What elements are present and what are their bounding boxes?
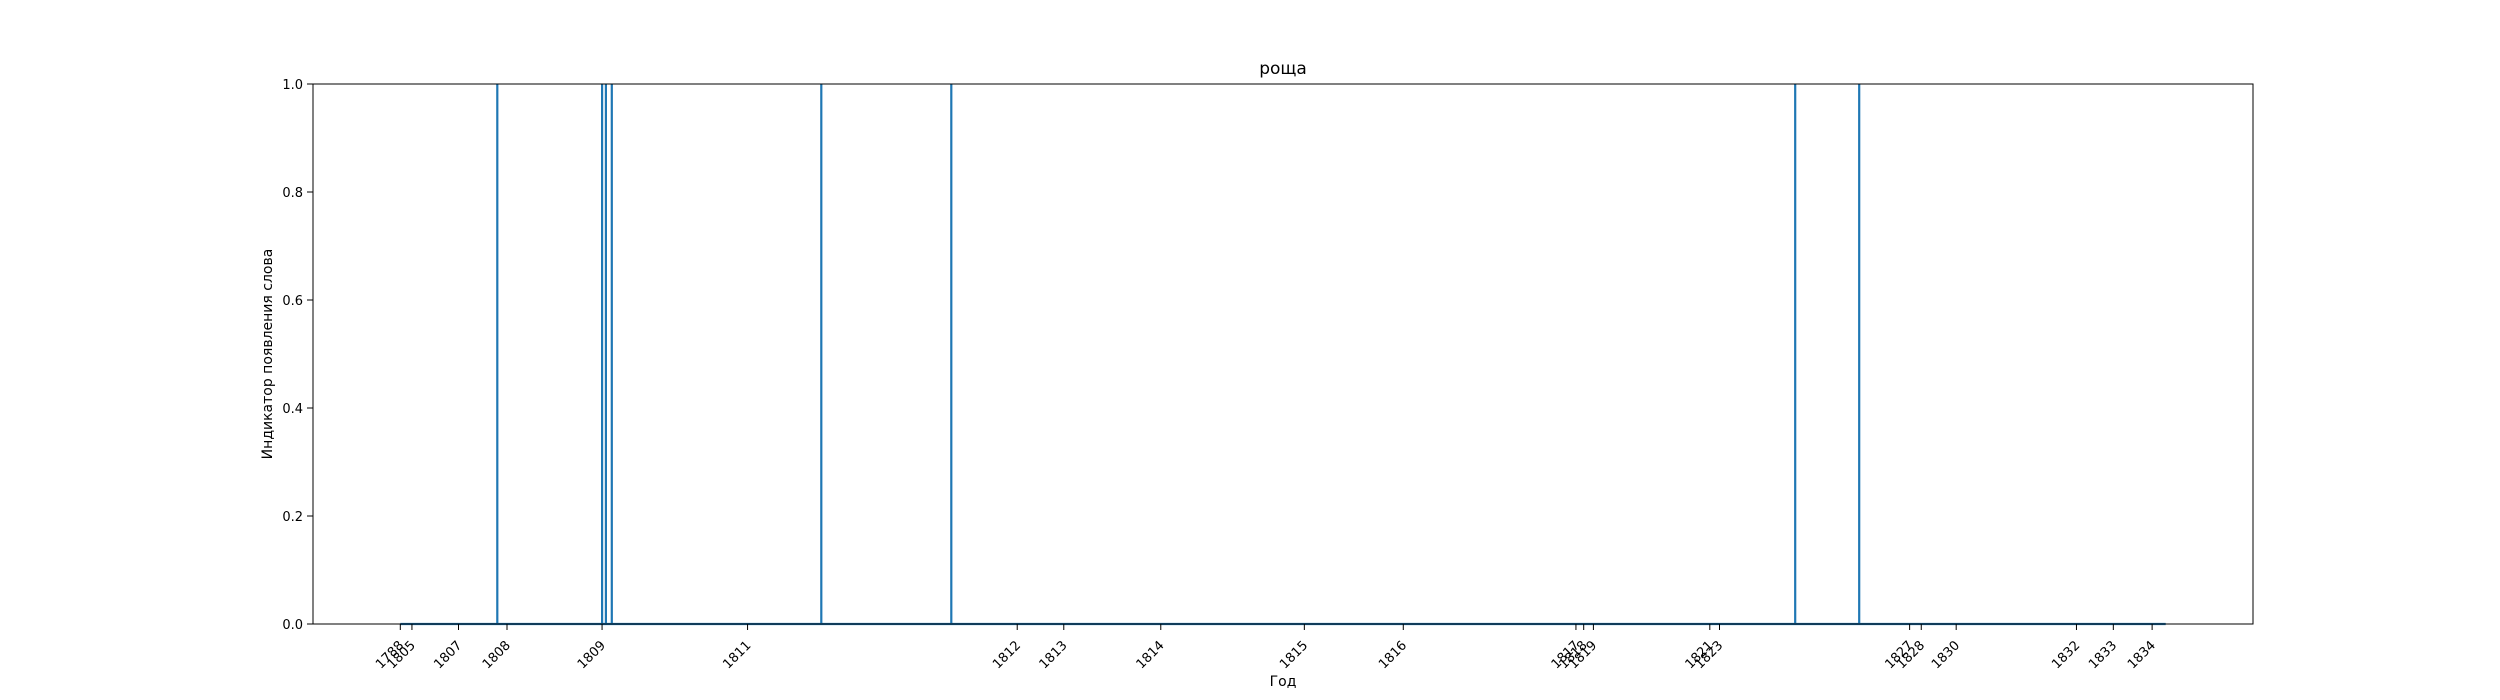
- plot-frame: [312, 83, 2254, 625]
- y-tick-label: 0.4: [282, 402, 303, 417]
- x-axis-title: Год: [1270, 674, 1297, 690]
- chart-title: роща: [1259, 59, 1307, 79]
- y-axis-title: Индикатор появления слова: [260, 249, 276, 460]
- y-axis: 0.0 0.2 0.4 0.6 0.8 1.0: [282, 78, 313, 633]
- y-tick-label: 0.8: [282, 186, 303, 201]
- y-tick-label: 0.0: [282, 618, 303, 633]
- y-tick-label: 0.6: [282, 294, 303, 309]
- y-tick-label: 1.0: [282, 78, 303, 93]
- y-tick-label: 0.2: [282, 510, 303, 525]
